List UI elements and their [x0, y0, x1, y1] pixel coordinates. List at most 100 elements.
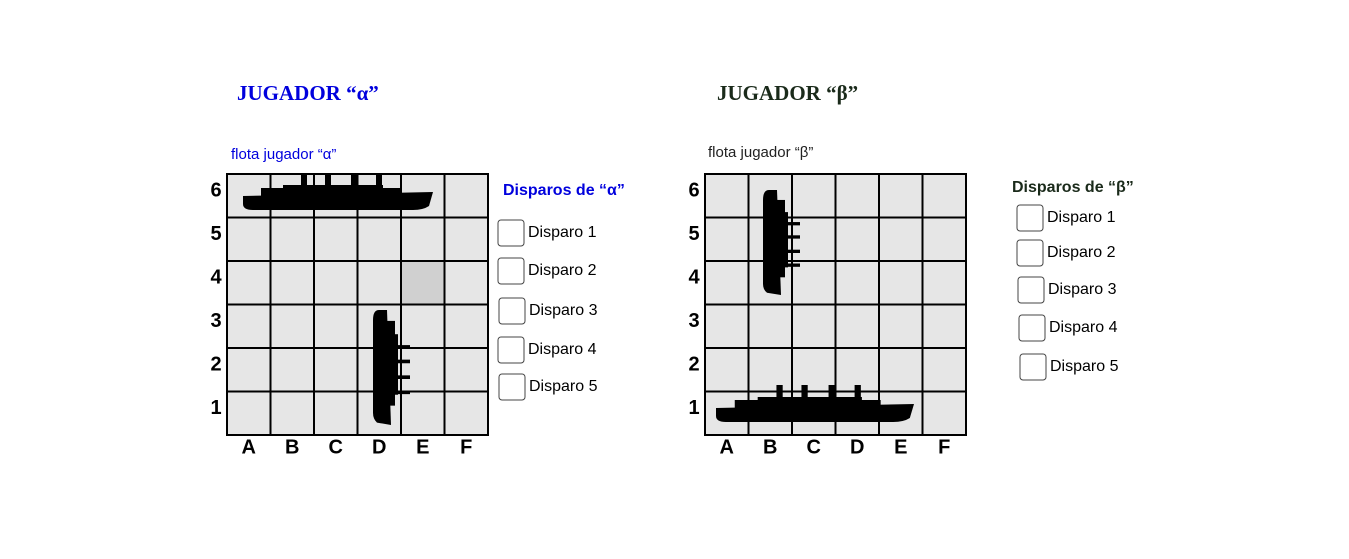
- shot-label[interactable]: Disparo 4: [1049, 319, 1118, 336]
- ship-funnel: [396, 375, 410, 380]
- grid-cell: [269, 347, 315, 393]
- grid-cell: [921, 390, 967, 436]
- grid-cell: [400, 347, 446, 393]
- ship-funnel: [801, 385, 808, 399]
- ship-hull: [716, 404, 914, 422]
- ship: [716, 385, 914, 422]
- grid-cell: [356, 216, 402, 262]
- grid-cell: [313, 216, 359, 262]
- ship-funnel: [396, 359, 410, 364]
- grid-cell: [226, 216, 272, 262]
- ship: [243, 173, 433, 210]
- row-label: 4: [688, 267, 700, 289]
- column-label: D: [850, 436, 864, 458]
- shots-heading: Disparos de “β”: [1012, 179, 1134, 196]
- player-title: JUGADOR “α”: [237, 81, 379, 105]
- ship-funnel: [301, 173, 307, 187]
- shot-label[interactable]: Disparo 3: [1048, 281, 1117, 298]
- grid-cell: [791, 347, 837, 393]
- row-label: 1: [210, 397, 221, 419]
- grid-cell: [443, 173, 489, 219]
- grid-cell: [226, 347, 272, 393]
- grid-cell: [878, 173, 924, 219]
- shot-label[interactable]: Disparo 5: [529, 378, 598, 395]
- grid-cell: [834, 347, 880, 393]
- grid-cell: [356, 260, 402, 306]
- grid-cell: [921, 303, 967, 349]
- grid-cell: [834, 303, 880, 349]
- ship-funnel: [786, 249, 800, 254]
- shot-checkbox[interactable]: [498, 297, 526, 325]
- row-label: 4: [210, 267, 222, 289]
- column-label: C: [329, 436, 343, 458]
- column-label: F: [938, 436, 950, 458]
- shot-checkbox[interactable]: [497, 219, 525, 247]
- shot-checkbox[interactable]: [1019, 353, 1047, 381]
- fleet-label: flota jugador “β”: [708, 144, 813, 161]
- column-label: A: [720, 436, 734, 458]
- grid-cell: [269, 303, 315, 349]
- grid-cell: [878, 303, 924, 349]
- ship-hull: [763, 190, 781, 295]
- shot-checkbox[interactable]: [1016, 239, 1044, 267]
- ship-deck: [261, 188, 401, 196]
- row-label: 5: [210, 223, 221, 245]
- grid-cell: [226, 303, 272, 349]
- ship-bridge: [283, 185, 383, 190]
- grid-cell: [226, 390, 272, 436]
- grid-cell: [443, 216, 489, 262]
- ship: [373, 310, 410, 425]
- grid-cell: [878, 347, 924, 393]
- shot-checkbox[interactable]: [497, 257, 525, 285]
- shot-label[interactable]: Disparo 3: [529, 302, 598, 319]
- ship-funnel: [325, 173, 331, 187]
- ship-funnel: [396, 390, 410, 395]
- shot-label[interactable]: Disparo 1: [528, 224, 597, 241]
- grid-cell: [704, 347, 750, 393]
- grid-cell: [704, 303, 750, 349]
- grid-cell: [878, 260, 924, 306]
- ship-bridge: [783, 212, 788, 268]
- ship-funnel: [786, 263, 800, 267]
- shot-label[interactable]: Disparo 2: [1047, 244, 1116, 261]
- shot-checkbox[interactable]: [497, 336, 525, 364]
- ship-bridge: [393, 334, 398, 395]
- ship: [763, 190, 800, 295]
- grid-cell: [443, 303, 489, 349]
- ship-funnel: [854, 385, 861, 399]
- ship-hull: [373, 310, 391, 425]
- grid-cell: [704, 173, 750, 219]
- ship-funnel: [376, 173, 382, 187]
- column-label: D: [372, 436, 386, 458]
- ship-funnel: [351, 173, 357, 187]
- shot-checkbox[interactable]: [1018, 314, 1046, 342]
- row-label: 2: [210, 354, 221, 376]
- grid-cell: [313, 303, 359, 349]
- shot-label[interactable]: Disparo 2: [528, 262, 597, 279]
- grid-cell: [400, 260, 446, 306]
- grid-cell: [313, 390, 359, 436]
- shot-label[interactable]: Disparo 4: [528, 341, 597, 358]
- grid-cell: [443, 347, 489, 393]
- ship-bridge: [757, 397, 862, 402]
- grid-cell: [704, 260, 750, 306]
- row-label: 6: [210, 180, 221, 202]
- player-title: JUGADOR “β”: [717, 81, 858, 105]
- grid-cell: [791, 303, 837, 349]
- shot-label[interactable]: Disparo 1: [1047, 209, 1116, 226]
- ship-funnel: [828, 385, 835, 399]
- grid-cell: [834, 216, 880, 262]
- grid-cell: [400, 303, 446, 349]
- grid-cell: [313, 347, 359, 393]
- column-label: B: [285, 436, 299, 458]
- grid-cell: [400, 216, 446, 262]
- shot-checkbox[interactable]: [498, 373, 526, 401]
- grid-cell: [791, 260, 837, 306]
- row-label: 6: [688, 180, 699, 202]
- shot-label[interactable]: Disparo 5: [1050, 358, 1119, 375]
- shot-checkbox[interactable]: [1016, 204, 1044, 232]
- ship-funnel: [776, 385, 783, 399]
- grid-cell: [269, 260, 315, 306]
- shot-checkbox[interactable]: [1017, 276, 1045, 304]
- grid-cell: [921, 260, 967, 306]
